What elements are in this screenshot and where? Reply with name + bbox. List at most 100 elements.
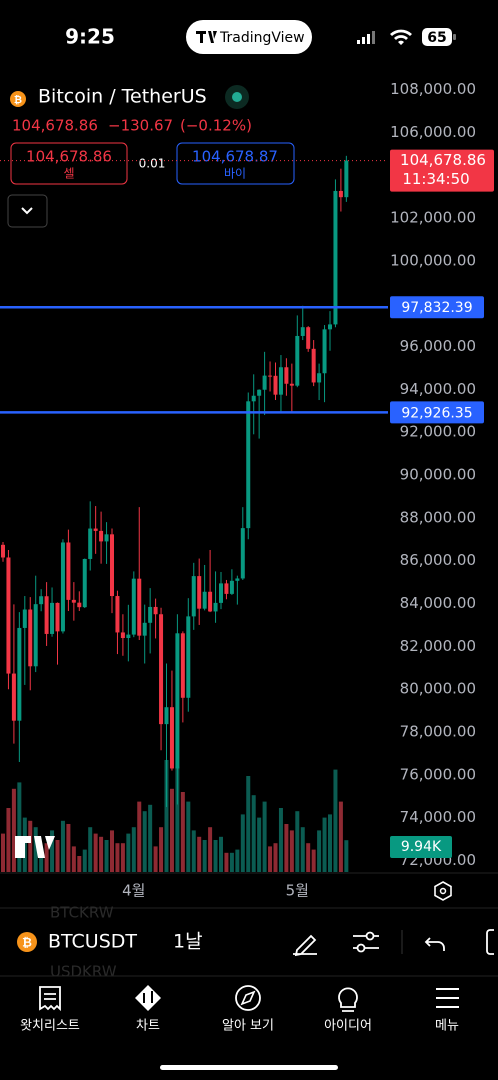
undo[interactable]	[424, 937, 445, 951]
battery-tip	[453, 34, 456, 40]
candle-body	[328, 324, 332, 330]
volume-bar	[229, 852, 234, 872]
buy-label: 바이	[224, 167, 246, 181]
buy-button[interactable]	[176, 142, 295, 185]
candle-body	[44, 596, 49, 634]
y-tick-label: 96,000.00	[400, 337, 476, 355]
nav-icon-ideas	[338, 987, 358, 1012]
draw-tool[interactable]	[293, 934, 317, 957]
volume-bar	[197, 836, 202, 872]
candle-body	[55, 602, 60, 632]
candle-body	[169, 707, 174, 769]
candle-body	[197, 576, 202, 609]
candle-body	[110, 534, 114, 597]
volume-bar	[328, 814, 332, 872]
candle-body	[240, 528, 245, 579]
ghost-symbol: USDKRW	[50, 963, 117, 981]
nav-label[interactable]: 왓치리스트	[20, 1019, 80, 1034]
candle-body	[295, 335, 300, 386]
volume-bar	[120, 843, 125, 872]
y-tick-label: 94,000.00	[400, 380, 476, 398]
y-tick-label: 84,000.00	[400, 594, 476, 612]
nav-label[interactable]: 알아 보기	[222, 1019, 274, 1034]
candle-body	[202, 591, 207, 609]
volume-bar	[60, 820, 65, 872]
collapse-button[interactable]	[7, 194, 48, 228]
indicators-knob	[365, 931, 375, 941]
nav-icon-watchlist	[39, 986, 61, 1012]
nav-label[interactable]: 메뉴	[435, 1019, 459, 1034]
candle-body	[246, 401, 251, 529]
volume-bar	[33, 827, 38, 872]
candle-body	[104, 534, 109, 542]
candle-body	[317, 373, 322, 383]
app-pill[interactable]	[186, 20, 312, 54]
candle-body	[284, 367, 289, 384]
y-tick-label: 80,000.00	[400, 680, 476, 698]
candle-body	[338, 190, 343, 198]
candle-body	[208, 591, 213, 612]
toolbar-coin	[17, 932, 37, 952]
volume-bar	[110, 830, 114, 872]
candle-body	[88, 528, 93, 559]
volume-bar	[202, 840, 207, 872]
volume-bar	[213, 840, 218, 872]
volume-bar	[240, 814, 245, 872]
candle-body	[262, 375, 267, 390]
nav-icon-menu	[436, 988, 459, 1008]
candle-body	[17, 627, 22, 721]
candle-body	[66, 542, 71, 600]
toolbar-interval[interactable]: 1날	[173, 931, 203, 953]
volume-bar	[159, 827, 164, 872]
chevron	[21, 207, 33, 215]
price-line-tag	[390, 296, 484, 319]
volume-bar	[175, 766, 180, 872]
indicators-knob	[356, 943, 366, 953]
settings-hex-dot	[439, 887, 447, 895]
candle-body	[93, 528, 98, 531]
volume-bar	[126, 833, 131, 872]
volume-bar	[246, 776, 251, 872]
settings-hex[interactable]	[434, 881, 452, 901]
volume-bar	[44, 843, 49, 872]
candle-body	[131, 578, 136, 635]
candle-body	[333, 190, 338, 325]
volume-label: 9.94K	[401, 839, 442, 855]
y-tick-label: 102,000.00	[390, 208, 476, 226]
candle-body	[137, 578, 142, 636]
toolbar-symbol[interactable]: BTCUSDT	[48, 931, 137, 953]
volume-bar	[180, 792, 185, 872]
volume-bar	[82, 849, 87, 872]
sell-price: 104,678.86	[26, 148, 112, 166]
nav-icon-compass	[240, 990, 256, 1006]
candle-body	[60, 542, 65, 632]
volume-bar	[50, 830, 55, 872]
symbol-name[interactable]: Bitcoin / TetherUS	[38, 86, 207, 108]
candle-body	[300, 327, 305, 336]
volume-bar	[142, 811, 147, 872]
candle-body	[33, 604, 38, 667]
volume-bar	[71, 846, 76, 872]
volume-bar	[77, 856, 82, 872]
nav-label[interactable]: 차트	[136, 1019, 160, 1034]
volume-bar	[191, 830, 196, 872]
volume-bar	[99, 836, 104, 872]
sell-button[interactable]	[10, 142, 128, 185]
candle-body	[164, 707, 169, 725]
volume-bar	[338, 801, 343, 872]
candle-body	[273, 375, 278, 395]
y-tick-label: 76,000.00	[400, 765, 476, 783]
y-tick-label: 106,000.00	[390, 123, 476, 141]
volume-bar	[1, 833, 5, 872]
candle-body	[278, 367, 283, 395]
fullscreen[interactable]	[486, 929, 494, 955]
ghost-symbol: BTCKRW	[50, 904, 114, 922]
coin-glyph: ₿	[14, 94, 22, 106]
volume-bar	[306, 843, 311, 872]
candle-body	[191, 576, 196, 617]
nav-label[interactable]: 아이디어	[324, 1019, 372, 1034]
battery-level: 65	[427, 30, 446, 46]
volume-bar	[131, 827, 136, 872]
candle-body	[142, 622, 147, 636]
